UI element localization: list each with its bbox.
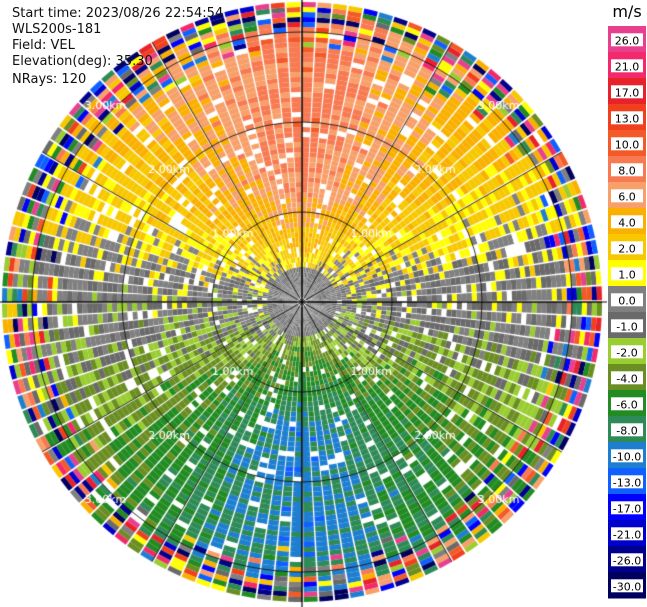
colorbar-tick-label: -13.0 <box>613 476 641 489</box>
colorbar-tick-label: 8.0 <box>618 164 636 177</box>
colorbar-tick-bg <box>611 163 643 177</box>
colorbar-tick-label: 1.0 <box>618 268 636 281</box>
colorbar-tick-bg <box>611 553 643 567</box>
colorbar: m/s 26.0 21.0 17.0 13.0 10.0 8.0 6.0 4.0 2.0 1.0 0… <box>608 2 646 599</box>
colorbar-tick-bg <box>611 111 643 125</box>
colorbar-tick-bg <box>611 345 643 359</box>
colorbar-tick-bg <box>611 85 643 99</box>
colorbar-tick-label: -8.0 <box>616 424 637 437</box>
colorbar-tick-bg <box>611 215 643 229</box>
colorbar-tick-label: -4.0 <box>616 372 637 385</box>
colorbar-tick-bg <box>611 579 643 593</box>
nrays-label: NRays: 120 <box>12 72 87 87</box>
colorbar-tick-label: -10.0 <box>613 450 641 463</box>
colorbar-tick-bg <box>611 33 643 47</box>
colorbar-tick-label: 6.0 <box>618 190 636 203</box>
colorbar-tick-label: -6.0 <box>616 398 637 411</box>
colorbar-tick-label: -1.0 <box>616 320 637 333</box>
field-label: Field: VEL <box>12 38 75 53</box>
colorbar-tick-label: 13.0 <box>615 112 640 125</box>
colorbar-tick-bg <box>611 527 643 541</box>
instrument-label: WLS200s-181 <box>12 22 102 37</box>
colorbar-tick-label: 10.0 <box>615 138 640 151</box>
colorbar-tick-label: -30.0 <box>613 580 641 593</box>
colorbar-tick-bg <box>611 371 643 385</box>
colorbar-tick-label: 17.0 <box>615 86 640 99</box>
colorbar-tick-label: -2.0 <box>616 346 637 359</box>
colorbar-tick-label: -26.0 <box>613 554 641 567</box>
colorbar-tick-label: -21.0 <box>613 528 641 541</box>
colorbar-tick-label: 0.0 <box>618 294 636 307</box>
colorbar-tick-bg <box>611 475 643 489</box>
colorbar-tick-label: 4.0 <box>618 216 636 229</box>
colorbar-tick-bg <box>611 423 643 437</box>
colorbar-tick-bg <box>611 397 643 411</box>
ppi-scan-plot <box>0 0 608 607</box>
colorbar-tick-label: 2.0 <box>618 242 636 255</box>
colorbar-tick-bg <box>611 241 643 255</box>
colorbar-tick-bg <box>611 293 643 307</box>
colorbar-tick-label: 21.0 <box>615 60 640 73</box>
colorbar-tick-bg <box>611 501 643 515</box>
colorbar-unit: m/s <box>612 2 641 21</box>
colorbar-tick-bg <box>611 189 643 203</box>
colorbar-tick-label: -17.0 <box>613 502 641 515</box>
colorbar-tick-bg <box>611 267 643 281</box>
colorbar-tick-bg <box>611 137 643 151</box>
start-time-label: Start time: 2023/08/26 22:54:54 <box>12 6 224 21</box>
colorbar-tick-bg <box>611 319 643 333</box>
colorbar-tick-bg <box>611 449 643 463</box>
colorbar-tick-bg <box>611 59 643 73</box>
elevation-label: Elevation(deg): 35.30 <box>12 54 153 69</box>
colorbar-tick-label: 26.0 <box>615 34 640 47</box>
